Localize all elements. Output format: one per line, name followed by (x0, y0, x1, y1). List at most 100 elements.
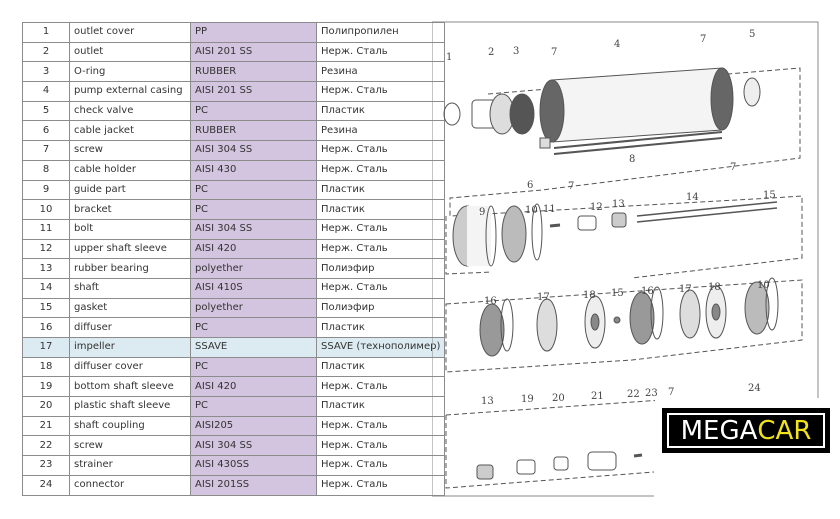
part-material-ru: Полиэфир (315, 297, 446, 319)
part-name: screw (69, 140, 191, 161)
table-row: 2 outlet AISI 201 SS Нерж. Сталь (22, 41, 446, 63)
part-material: AISI 201 SS (190, 81, 317, 102)
part-number: 6 (22, 120, 70, 142)
callout-label: 5 (749, 29, 755, 40)
part-material-ru: Нерж. Сталь (315, 435, 446, 457)
callout-label: 4 (614, 39, 620, 50)
callout-label: 18 (583, 290, 596, 301)
table-row: 16 diffuser PC Пластик (22, 317, 446, 338)
part-name: bolt (69, 218, 191, 240)
part-number: 12 (22, 238, 70, 260)
part-name: plastic shaft sleeve (69, 396, 191, 417)
callout-label: 7 (730, 162, 736, 173)
part-name: gasket (69, 297, 191, 319)
part-material-ru: Пластик (315, 356, 446, 378)
part-number: 1 (22, 22, 70, 43)
callout-label: 14 (686, 192, 699, 203)
table-row: 9 guide part PC Пластик (22, 179, 446, 201)
part-number: 19 (22, 376, 70, 398)
callout-label: 7 (551, 47, 557, 58)
part-number: 10 (22, 199, 70, 220)
part-material: SSAVE (190, 337, 317, 358)
table-row: 23 strainer AISI 430SS Нерж. Сталь (22, 455, 446, 476)
callout-label: 20 (552, 393, 565, 404)
callout-label: 18 (708, 282, 721, 293)
part-name: shaft (69, 277, 191, 299)
part-number: 3 (22, 61, 70, 83)
part-number: 7 (22, 140, 70, 161)
table-row: 24 connector AISI 201SS Нерж. Сталь (22, 474, 446, 496)
table-row: 10 bracket PC Пластик (22, 199, 446, 220)
part-material: PC (190, 356, 317, 378)
part-number: 20 (22, 396, 70, 417)
part-material: PC (190, 199, 317, 220)
table-row: 13 rubber bearing polyether Полиэфир (22, 258, 446, 279)
callout-label: 10 (757, 280, 770, 291)
part-material-ru: Нерж. Сталь (315, 376, 446, 398)
part-number: 22 (22, 435, 70, 457)
table-row: 3 O-ring RUBBER Резина (22, 61, 446, 83)
part-name: strainer (69, 455, 191, 476)
callout-label: 13 (481, 396, 494, 407)
logo-text-mega: MEGA (680, 415, 758, 446)
part-name: bracket (69, 199, 191, 220)
part-name: rubber bearing (69, 258, 191, 279)
part-number: 4 (22, 81, 70, 102)
part-name: shaft coupling (69, 415, 191, 437)
callout-label: 21 (591, 391, 604, 402)
part-name: outlet (69, 41, 191, 63)
part-name: connector (69, 474, 191, 496)
part-material: PC (190, 317, 317, 338)
part-number: 13 (22, 258, 70, 279)
callout-label: 13 (612, 199, 625, 210)
callout-label: 8 (629, 154, 635, 165)
callout-label: 15 (611, 288, 624, 299)
callout-label: 1 (446, 52, 452, 63)
table-row: 5 check valve PC Пластик (22, 100, 446, 122)
part-material: polyether (190, 297, 317, 319)
table-row: 19 bottom shaft sleeve AISI 420 Нерж. Сталь (22, 376, 446, 398)
callout-label: 19 (521, 394, 534, 405)
part-material: PC (190, 396, 317, 417)
table-row: 17 impeller SSAVE SSAVE (технополимер) (22, 337, 446, 358)
part-material: polyether (190, 258, 317, 279)
part-material-ru: Нерж. Сталь (315, 140, 446, 161)
table-row: 8 cable holder AISI 430 Нерж. Сталь (22, 159, 446, 181)
part-material: AISI 304 SS (190, 435, 317, 457)
callout-label: 17 (537, 292, 550, 303)
callout-label: 17 (679, 284, 692, 295)
part-material-ru: Нерж. Сталь (315, 81, 446, 102)
table-row: 20 plastic shaft sleeve PC Пластик (22, 396, 446, 417)
part-material-ru: Нерж. Сталь (315, 455, 446, 476)
part-number: 2 (22, 41, 70, 63)
part-material-ru: Пластик (315, 179, 446, 201)
table-row: 22 screw AISI 304 SS Нерж. Сталь (22, 435, 446, 457)
part-number: 14 (22, 277, 70, 299)
callout-label: 22 (627, 389, 640, 400)
callout-label: 12 (590, 202, 603, 213)
part-name: impeller (69, 337, 191, 358)
table-row: 7 screw AISI 304 SS Нерж. Сталь (22, 140, 446, 161)
part-material: PC (190, 179, 317, 201)
callout-label: 15 (763, 190, 776, 201)
callout-label: 7 (668, 387, 674, 398)
part-name: upper shaft sleeve (69, 238, 191, 260)
callout-label: 7 (700, 34, 706, 45)
part-number: 16 (22, 317, 70, 338)
callout-label: 24 (748, 383, 761, 394)
part-material: AISI 420 (190, 238, 317, 260)
part-material-ru: Нерж. Сталь (315, 41, 446, 63)
part-number: 24 (22, 474, 70, 496)
part-material-ru: Нерж. Сталь (315, 277, 446, 299)
part-name: diffuser cover (69, 356, 191, 378)
part-number: 23 (22, 455, 70, 476)
part-material-ru: Резина (315, 61, 446, 83)
part-material-ru: Пластик (315, 396, 446, 417)
callout-label: 3 (513, 46, 519, 57)
callout-label: 16 (484, 296, 497, 307)
callout-label: 10 (525, 205, 538, 216)
outlet-cover-shape (443, 102, 461, 126)
part-material: AISI 304 SS (190, 218, 317, 240)
part-material: RUBBER (190, 120, 317, 142)
